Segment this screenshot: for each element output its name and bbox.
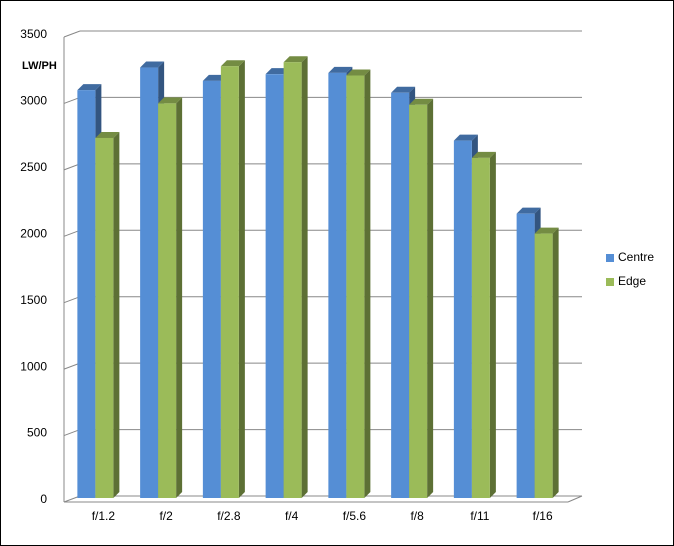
bar-side bbox=[427, 98, 434, 498]
bar-top bbox=[77, 84, 102, 91]
legend-label: Centre bbox=[618, 250, 654, 264]
bar bbox=[471, 151, 496, 498]
legend-swatch bbox=[606, 254, 614, 262]
floor-side bbox=[567, 495, 583, 503]
bar-top bbox=[158, 97, 183, 104]
bar bbox=[346, 69, 371, 498]
x-tick-label: f/4 bbox=[285, 509, 299, 523]
y-tick-label: 1000 bbox=[20, 359, 47, 373]
grid-connector bbox=[63, 96, 81, 104]
legend-label: Edge bbox=[618, 274, 646, 288]
x-tick-label: f/5.6 bbox=[343, 509, 367, 523]
bar-top bbox=[453, 134, 478, 141]
bar-top bbox=[95, 131, 120, 138]
bar-front bbox=[140, 67, 159, 499]
bar-front bbox=[77, 90, 96, 498]
x-tick-label: f/8 bbox=[410, 509, 424, 523]
bar-top bbox=[516, 207, 541, 214]
bar-front bbox=[391, 92, 410, 499]
y-tick-label: 2000 bbox=[20, 226, 47, 240]
bar-top bbox=[534, 227, 559, 234]
y-tick-label: 2500 bbox=[20, 160, 47, 174]
y-tick-label: 0 bbox=[40, 492, 47, 506]
x-tick-label: f/2.8 bbox=[217, 509, 241, 523]
y-tick-label: 3500 bbox=[20, 27, 47, 41]
bar-side bbox=[552, 227, 559, 498]
grid-connector bbox=[63, 429, 81, 437]
bar bbox=[534, 227, 559, 498]
bar-front bbox=[409, 104, 428, 498]
bar-side bbox=[489, 151, 496, 498]
bar-front bbox=[516, 213, 535, 498]
bar-side bbox=[301, 56, 308, 498]
bar-front bbox=[158, 103, 177, 499]
bar-front bbox=[346, 75, 365, 498]
grid-connector bbox=[63, 362, 81, 370]
bar-front bbox=[283, 62, 302, 498]
y-tick-label: 3000 bbox=[20, 94, 47, 108]
grid-connector bbox=[63, 163, 81, 171]
bar-front bbox=[220, 66, 239, 498]
legend-swatch bbox=[606, 278, 614, 286]
bar bbox=[158, 97, 183, 499]
x-tick-label: f/2 bbox=[159, 509, 173, 523]
y-axis-label: LW/PH bbox=[22, 60, 57, 72]
y-tick-label: 500 bbox=[27, 426, 47, 440]
bar-top bbox=[391, 86, 416, 93]
bar-side bbox=[113, 131, 120, 498]
y-tick-label: 1500 bbox=[20, 293, 47, 307]
grid-connector bbox=[63, 30, 81, 38]
bar-top bbox=[471, 151, 496, 158]
bar-front bbox=[534, 233, 553, 498]
bar-front bbox=[265, 74, 284, 498]
bar-front bbox=[202, 80, 221, 498]
x-tick-label: f/11 bbox=[470, 509, 489, 523]
bar-top bbox=[409, 98, 434, 105]
bar bbox=[283, 56, 308, 498]
bar bbox=[95, 131, 120, 498]
grid-connector bbox=[63, 495, 81, 503]
bar-top bbox=[283, 56, 308, 63]
x-tick-label: f/1.2 bbox=[92, 509, 116, 523]
bar-top bbox=[140, 61, 165, 68]
bar-front bbox=[328, 72, 347, 498]
bar-top bbox=[346, 69, 371, 76]
bar-top bbox=[328, 66, 353, 73]
bar-side bbox=[238, 60, 245, 498]
bar-front bbox=[95, 137, 114, 498]
bar-front bbox=[453, 140, 472, 498]
grid-connector bbox=[63, 229, 81, 237]
bar bbox=[409, 98, 434, 498]
grid-connector bbox=[63, 296, 81, 304]
bar-top bbox=[220, 60, 245, 67]
x-tick-label: f/16 bbox=[533, 509, 553, 523]
bar-side bbox=[364, 69, 371, 498]
bar bbox=[220, 60, 245, 498]
bar-front bbox=[471, 157, 490, 498]
bar-side bbox=[176, 97, 183, 499]
